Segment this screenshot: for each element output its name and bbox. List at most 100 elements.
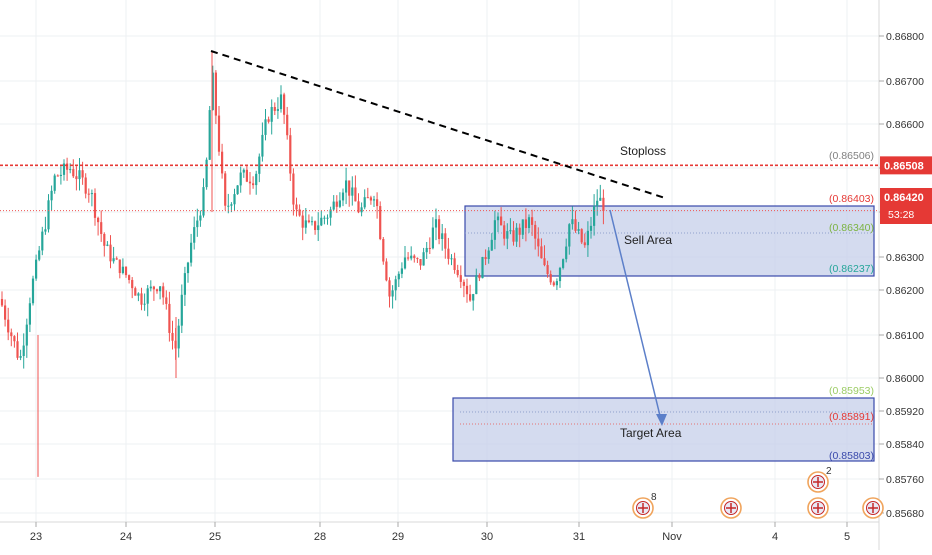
candle-body bbox=[109, 244, 112, 262]
countdown-badge-text: 53:28 bbox=[888, 209, 914, 221]
stoploss-price-badge-text: 0.86508 bbox=[884, 160, 924, 172]
candle-body bbox=[78, 170, 81, 180]
candle-body bbox=[341, 192, 345, 201]
time-tick-label: 25 bbox=[209, 531, 221, 543]
candle-body bbox=[465, 285, 469, 295]
time-tick-label: 5 bbox=[844, 531, 850, 543]
candle-body bbox=[62, 163, 66, 175]
price-tick-label: 0.86700 bbox=[886, 76, 924, 88]
candle-body bbox=[183, 273, 186, 295]
candle-body bbox=[574, 219, 577, 231]
candle-body bbox=[84, 177, 87, 194]
candle-body bbox=[230, 204, 233, 206]
price-tick-label: 0.85840 bbox=[886, 439, 924, 451]
candle-body bbox=[239, 172, 242, 186]
candle-body bbox=[115, 258, 118, 260]
candle-body bbox=[416, 258, 419, 260]
candle-body bbox=[388, 280, 391, 297]
candle-body bbox=[472, 294, 475, 301]
candle-body bbox=[481, 257, 484, 279]
candle-body bbox=[515, 227, 518, 242]
candle-body bbox=[453, 258, 456, 270]
trendline[interactable] bbox=[210, 50, 666, 199]
candle-body bbox=[403, 257, 407, 269]
time-tick-label: 31 bbox=[573, 531, 585, 543]
candle-body bbox=[602, 197, 605, 212]
target-area-annotation: Target Area bbox=[620, 426, 682, 440]
candle-body bbox=[292, 173, 295, 205]
level-label: (0.86237) bbox=[829, 263, 874, 275]
candle-body bbox=[599, 197, 602, 201]
candle-body bbox=[162, 286, 165, 298]
candle-body bbox=[50, 190, 53, 201]
candle-body bbox=[444, 233, 447, 249]
candle-body bbox=[487, 250, 490, 260]
candle-body bbox=[10, 332, 13, 337]
price-tick-label: 0.86300 bbox=[886, 252, 924, 264]
candle-body bbox=[456, 269, 459, 276]
target-area-zone[interactable] bbox=[452, 397, 875, 462]
level-label: (0.86506) bbox=[829, 150, 874, 162]
candle-body bbox=[524, 219, 527, 229]
candle-body bbox=[484, 257, 487, 260]
candle-body bbox=[509, 230, 512, 232]
candle-body bbox=[87, 193, 90, 195]
price-tick-label: 0.86100 bbox=[886, 330, 924, 342]
candle-body bbox=[106, 244, 109, 246]
candle-body bbox=[323, 217, 326, 219]
candle-body bbox=[75, 176, 78, 180]
level-label: (0.85953) bbox=[829, 385, 874, 397]
candle-body bbox=[255, 173, 258, 186]
candle-body bbox=[431, 227, 434, 249]
candle-body bbox=[385, 261, 388, 281]
candle-body bbox=[180, 294, 183, 326]
candle-body bbox=[261, 134, 264, 157]
eu2-event-count: 2 bbox=[826, 466, 832, 477]
candle-body bbox=[503, 225, 506, 239]
candle-body bbox=[245, 169, 248, 182]
candle-body bbox=[379, 206, 382, 240]
candle-body bbox=[583, 242, 586, 246]
labels: 0.868000.867000.866000.865000.864000.863… bbox=[30, 31, 932, 543]
candle-body bbox=[422, 252, 425, 266]
candle-body bbox=[366, 197, 369, 199]
time-tick-label: 29 bbox=[392, 531, 404, 543]
candle-body bbox=[593, 206, 596, 226]
candle-body bbox=[555, 281, 558, 286]
candle-body bbox=[279, 94, 283, 110]
candle-body bbox=[372, 199, 376, 201]
candle-body bbox=[31, 278, 35, 304]
candle-body bbox=[0, 299, 4, 306]
candle-body bbox=[552, 282, 555, 286]
candle-body bbox=[562, 259, 565, 268]
candle-body bbox=[224, 173, 227, 206]
candle-body bbox=[527, 217, 531, 229]
candle-body bbox=[205, 159, 208, 188]
candle-body bbox=[159, 286, 162, 292]
candle-body bbox=[537, 238, 540, 247]
candle-body bbox=[475, 275, 478, 295]
candle-body bbox=[425, 247, 428, 253]
candle-body bbox=[348, 180, 351, 196]
candle-body bbox=[332, 201, 335, 210]
candle-body bbox=[531, 217, 534, 225]
candle-body bbox=[345, 180, 348, 193]
candle-body bbox=[112, 258, 115, 262]
candle-body bbox=[289, 135, 292, 174]
candle-body bbox=[211, 72, 214, 111]
candle-body bbox=[7, 319, 10, 333]
candle-body bbox=[428, 247, 431, 249]
candle-body bbox=[419, 259, 422, 266]
projection-arrow-head bbox=[656, 414, 667, 426]
time-tick-label: Nov bbox=[662, 531, 682, 543]
candle-body bbox=[283, 94, 286, 115]
candle-body bbox=[357, 201, 360, 213]
level-label: (0.85803) bbox=[829, 450, 874, 462]
candle-body bbox=[221, 151, 224, 174]
candle-body bbox=[196, 220, 199, 228]
projection-arrow[interactable] bbox=[609, 209, 663, 425]
candle-body bbox=[97, 217, 100, 223]
candle-body bbox=[81, 170, 84, 178]
candle-body bbox=[134, 288, 137, 296]
